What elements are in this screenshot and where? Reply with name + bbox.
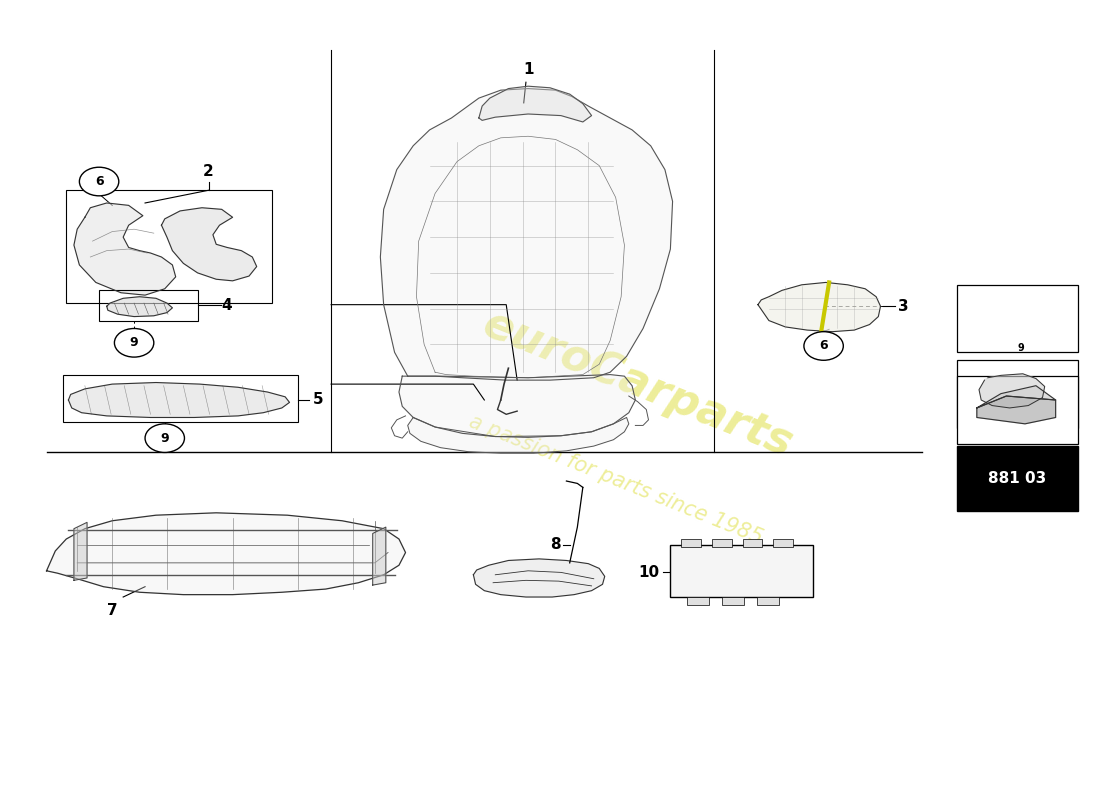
Polygon shape (758, 282, 880, 332)
Circle shape (79, 167, 119, 196)
Text: euroCarparts: euroCarparts (476, 302, 799, 466)
Polygon shape (977, 386, 1056, 408)
Polygon shape (478, 86, 592, 122)
Polygon shape (162, 208, 256, 281)
Text: 881 03: 881 03 (988, 471, 1046, 486)
Text: 3: 3 (898, 298, 909, 314)
Bar (773, 539, 793, 547)
Polygon shape (74, 522, 87, 580)
Bar (99, 290, 198, 321)
Bar (742, 539, 762, 547)
Text: 5: 5 (312, 393, 323, 407)
Bar (722, 597, 744, 605)
Bar (686, 597, 708, 605)
Text: 9: 9 (130, 336, 139, 350)
Bar (957, 446, 1078, 511)
Polygon shape (74, 203, 176, 295)
Bar (670, 546, 813, 597)
Polygon shape (977, 396, 1056, 424)
Text: 6: 6 (95, 175, 103, 188)
Polygon shape (381, 89, 672, 380)
Bar (757, 597, 779, 605)
Text: 4: 4 (222, 298, 232, 313)
Text: 9: 9 (1018, 342, 1024, 353)
Text: 6: 6 (820, 339, 828, 353)
Bar (712, 539, 732, 547)
Polygon shape (408, 418, 629, 454)
Polygon shape (373, 527, 386, 585)
Text: 2: 2 (204, 164, 213, 179)
Polygon shape (979, 374, 1045, 408)
Polygon shape (473, 559, 605, 597)
Text: 6: 6 (1025, 408, 1032, 418)
Bar (66, 190, 272, 303)
Text: 10: 10 (638, 565, 659, 580)
Bar (63, 374, 298, 422)
Bar (957, 376, 1078, 444)
Text: 7: 7 (107, 602, 118, 618)
Text: a passion for parts since 1985: a passion for parts since 1985 (466, 411, 766, 548)
Text: 1: 1 (522, 62, 534, 77)
Bar (957, 285, 1078, 352)
Circle shape (145, 424, 185, 453)
Circle shape (114, 329, 154, 357)
Text: 9: 9 (161, 432, 169, 445)
Polygon shape (68, 382, 289, 418)
Polygon shape (46, 513, 406, 594)
Polygon shape (107, 297, 173, 317)
Bar (957, 360, 1078, 428)
Circle shape (804, 332, 844, 360)
Text: 8: 8 (550, 537, 561, 552)
Bar (681, 539, 701, 547)
Polygon shape (399, 374, 636, 438)
